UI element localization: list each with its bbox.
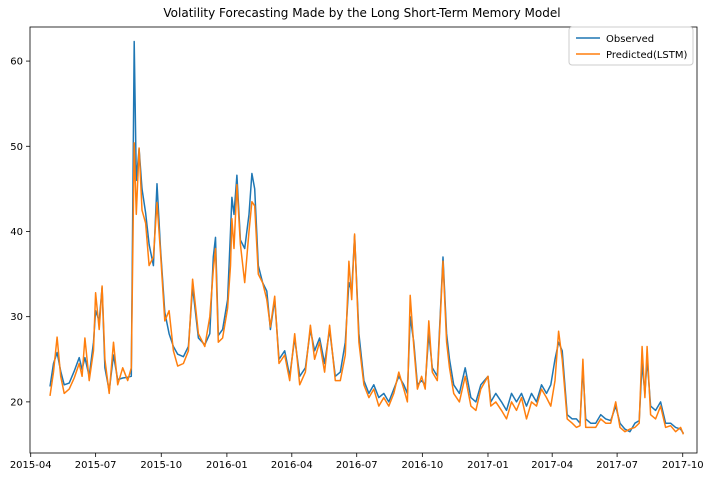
y-axis: 20 30 40 50 60 — [10, 57, 30, 408]
legend-box — [568, 26, 694, 66]
x-tick-label: 2017-10 — [662, 460, 704, 471]
legend-label-predicted: Predicted(LSTM) — [606, 50, 688, 61]
y-tick-label: 50 — [10, 142, 23, 153]
x-tick-label: 2016-10 — [401, 460, 443, 471]
x-tick-label: 2017-01 — [467, 460, 509, 471]
x-tick-label: 2015-07 — [75, 460, 117, 471]
y-tick-label: 40 — [10, 227, 23, 238]
x-tick-label: 2016-04 — [271, 460, 313, 471]
series-line-observed — [49, 40, 685, 434]
x-tick-label: 2015-10 — [140, 460, 182, 471]
x-tick-label: 2017-04 — [531, 460, 573, 471]
x-tick-label: 2017-07 — [596, 460, 638, 471]
series-line-predicted — [49, 142, 685, 435]
y-tick-label: 20 — [10, 397, 23, 408]
plot-area — [29, 26, 698, 454]
plot-border — [29, 26, 698, 454]
x-tick-label: 2016-07 — [336, 460, 378, 471]
y-tick-label: 60 — [10, 57, 23, 68]
x-axis: 2015-04 2015-07 2015-10 2016-01 2016-04 2016-… — [10, 453, 704, 471]
x-tick-label: 2016-01 — [206, 460, 248, 471]
series-layer — [49, 40, 685, 435]
legend: Observed Predicted(LSTM) — [568, 26, 694, 66]
legend-label-observed: Observed — [606, 34, 654, 45]
x-tick-label: 2015-04 — [10, 460, 52, 471]
y-tick-label: 30 — [10, 312, 23, 323]
chart-title: Volatility Forecasting Made by the Long … — [163, 6, 560, 20]
